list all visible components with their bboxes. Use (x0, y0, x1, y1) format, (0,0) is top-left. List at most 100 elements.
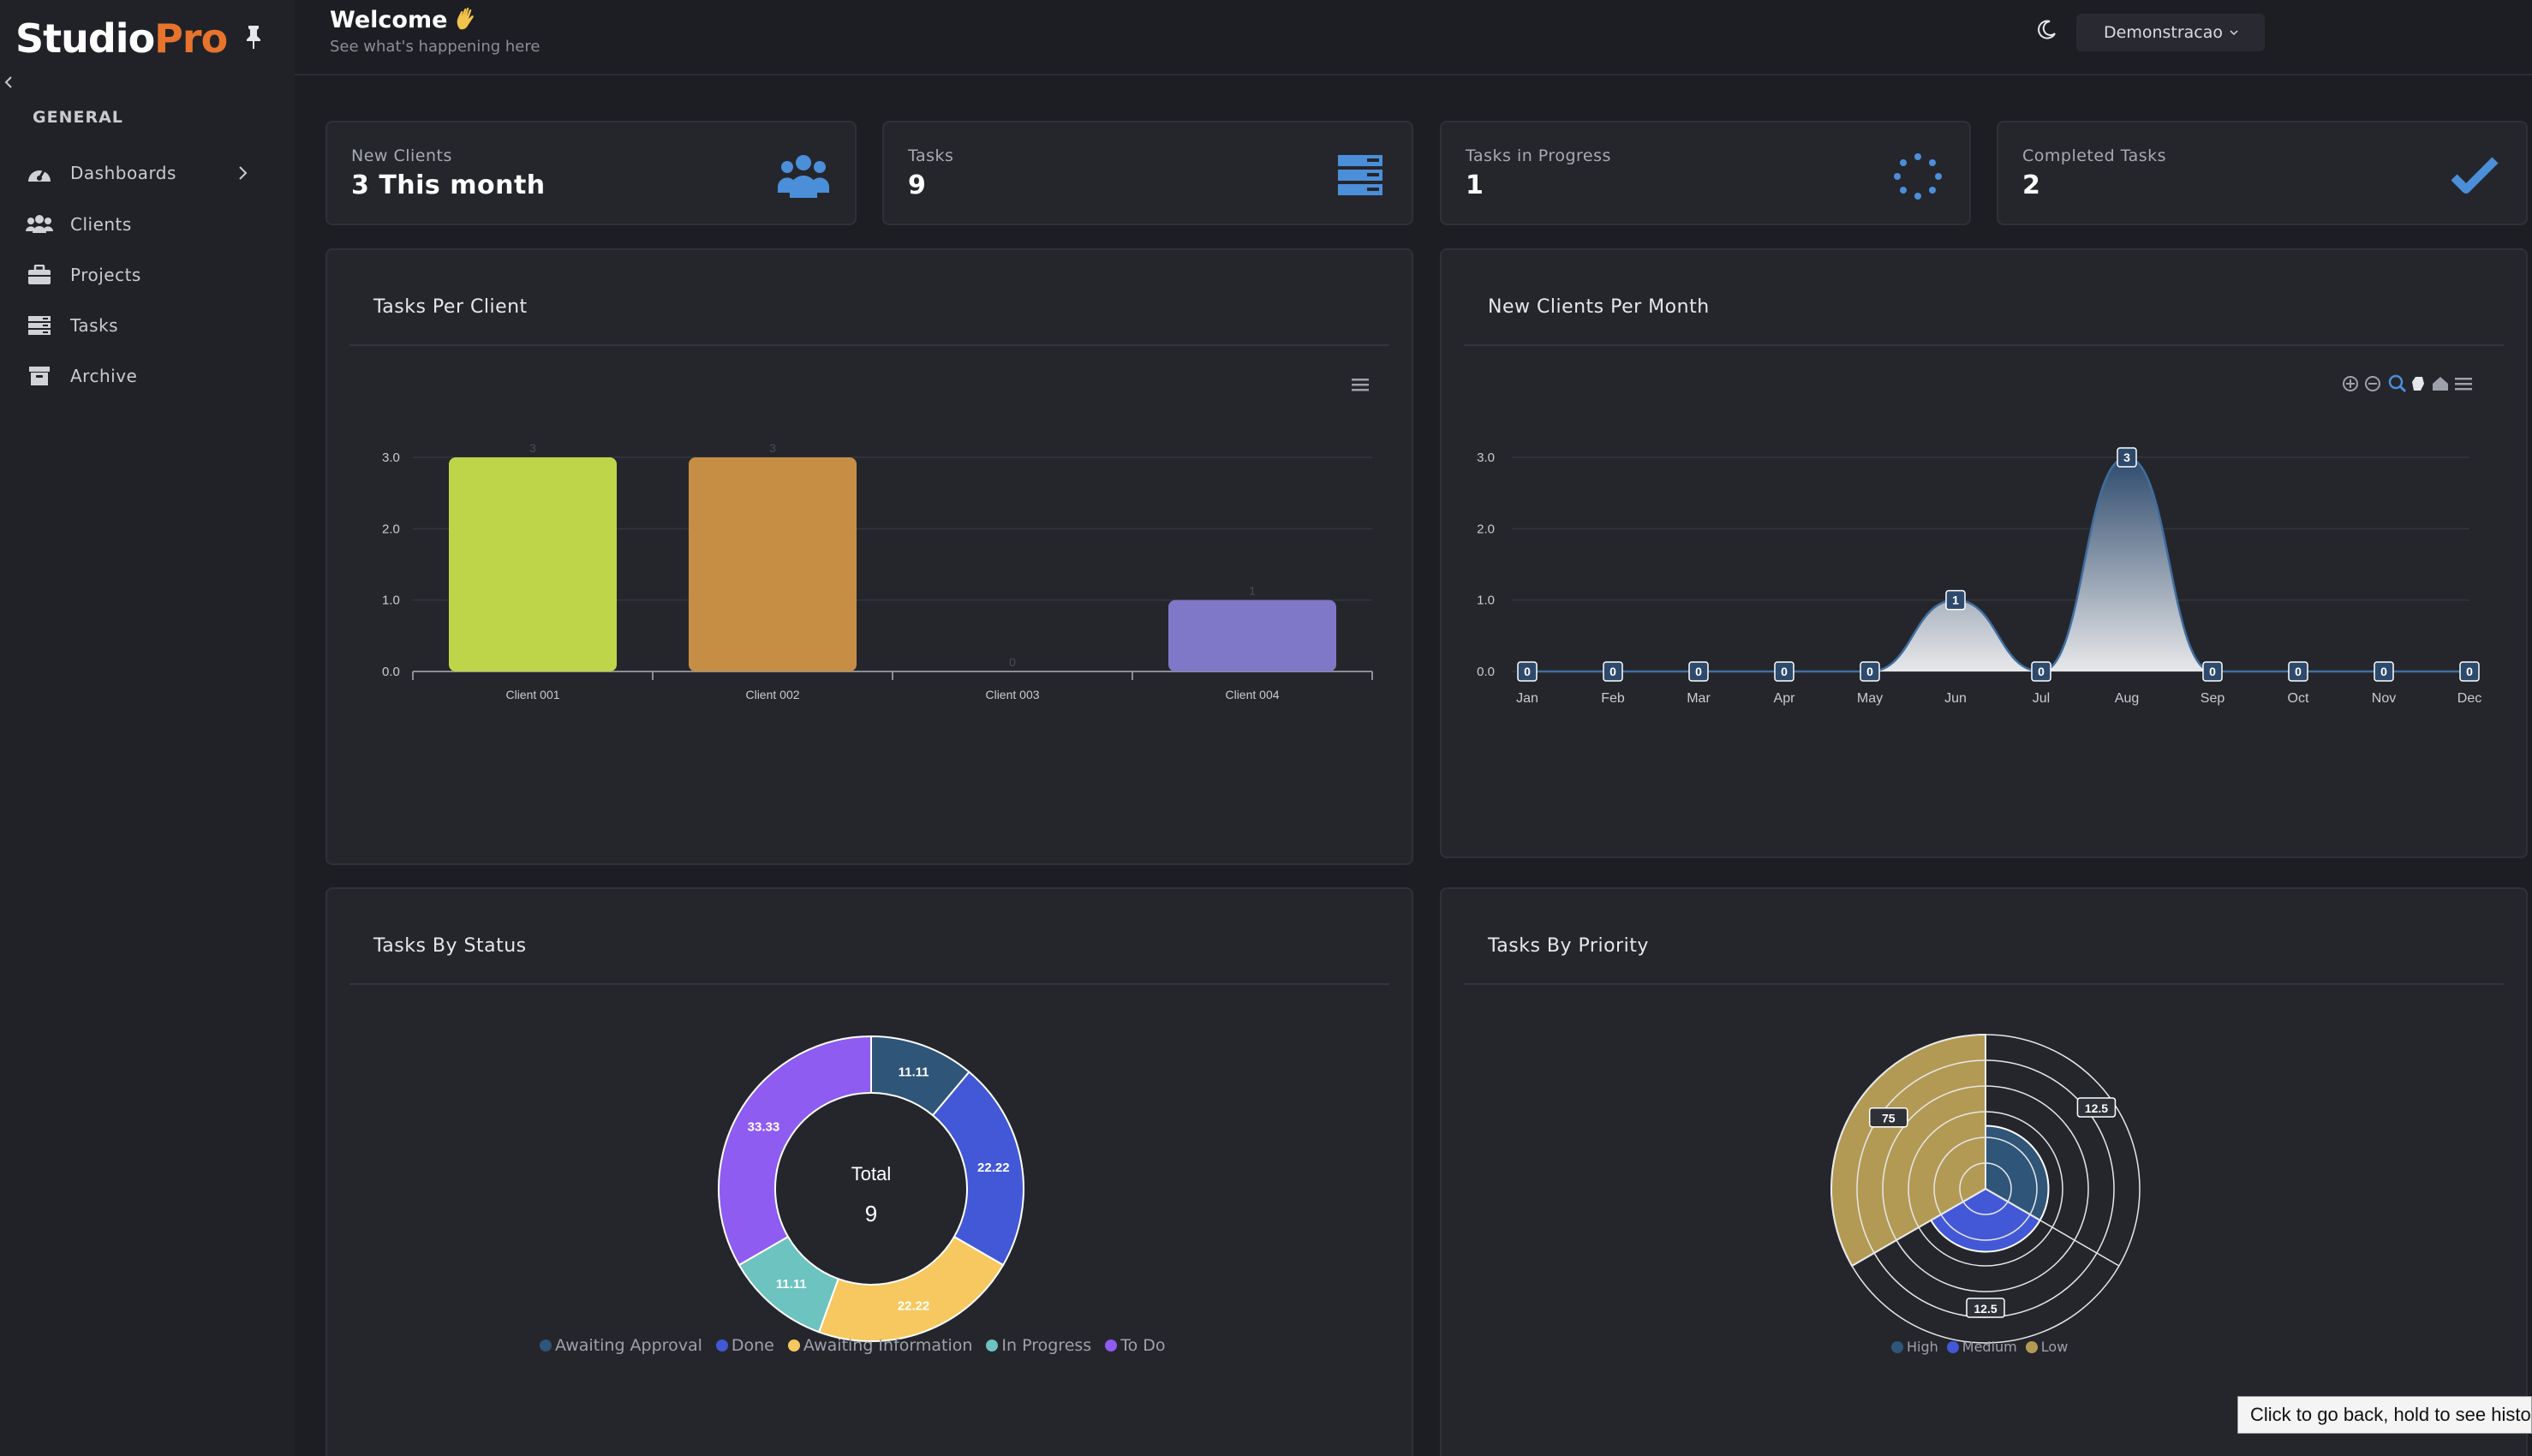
legend-item[interactable]: To Do (1105, 1336, 1166, 1355)
chart-menu-icon[interactable] (1352, 379, 1369, 391)
pan-hand-shape (2412, 377, 2424, 391)
sidebar-item-clients[interactable]: Clients (26, 207, 248, 242)
chevron-left-icon[interactable] (3, 75, 14, 89)
data-label-box (1860, 661, 1880, 682)
panel-divider (1464, 344, 2504, 346)
archive-box-icon (26, 364, 53, 388)
donut-center-value: 9 (865, 1201, 877, 1226)
data-label: 12.5 (2085, 1101, 2108, 1115)
panel-divider (349, 983, 1389, 985)
data-label: 1 (1952, 594, 1959, 607)
bar-client-001 (449, 457, 617, 671)
y-tick-label: 1.0 (1477, 594, 1495, 608)
legend-tasks-by-priority: High Medium Low (1891, 1339, 2068, 1355)
donut-slice-done (931, 1071, 1024, 1267)
data-label: 3 (769, 441, 776, 455)
y-tick-label: 2.0 (1477, 522, 1495, 536)
sidebar: StudioPro GENERAL Dashboards Clients Pro… (0, 0, 295, 1456)
data-label-box (2202, 661, 2223, 682)
x-tick-label: Jun (1944, 691, 1967, 706)
x-tick-label: Oct (2288, 691, 2309, 706)
sidebar-item-dashboards[interactable]: Dashboards (26, 156, 248, 190)
legend-label: In Progress (1001, 1336, 1092, 1355)
data-label: 22.22 (977, 1161, 1010, 1175)
polar-chart-tasks-by-priority: 12.5 12.5 75 (1830, 1033, 2141, 1344)
panel-title: Tasks By Status (373, 935, 527, 957)
x-tick-label: Jul (2033, 691, 2050, 706)
y-tick-label: 1.0 (382, 594, 400, 608)
panel-tasks-by-status: Tasks By Status 11.11 22.22 22.22 11.11 33.3… (325, 887, 1413, 1456)
user-menu-dropdown[interactable]: Demonstracao (2076, 14, 2265, 51)
legend-item[interactable]: In Progress (986, 1336, 1091, 1355)
polar-spoke (1851, 1188, 1986, 1267)
legend-label: High (1907, 1339, 1938, 1355)
zoom-in-icon[interactable] (2343, 376, 2358, 391)
x-tick-label: Feb (1601, 691, 1625, 706)
legend-label: To Do (1120, 1336, 1166, 1355)
stat-value: 3 This month (351, 170, 546, 200)
panel-new-clients-per-month: New Clients Per Month 0.0 1.0 2.0 3.0 Jan 0 Fe… (1440, 248, 2528, 858)
legend-item[interactable]: High (1891, 1339, 1938, 1355)
x-tick-label: Dec (2457, 691, 2481, 706)
pan-hand-icon[interactable] (2412, 377, 2424, 391)
x-tick-label: Client 001 (505, 688, 559, 701)
page-subtitle: See what's happening here (330, 38, 540, 56)
area-chart-new-clients: 0.0 1.0 2.0 3.0 Jan 0 Feb 0 Mar 0 Apr 0 May 0 Jun 1 Jul 0… (1477, 374, 2481, 706)
legend-label: Low (2040, 1339, 2069, 1355)
data-label: 1 (1249, 584, 1256, 598)
x-tick-label: Jan (1516, 691, 1538, 706)
menu-line (2455, 388, 2472, 391)
top-header: Welcome See what's happening here (295, 0, 2532, 75)
data-label: 0 (1009, 655, 1016, 669)
data-label-box (2117, 447, 2137, 468)
sidebar-item-label: Archive (70, 366, 138, 386)
stat-card-completed-tasks: Completed Tasks 2 (1997, 121, 2528, 225)
legend-item[interactable]: Awaiting Approval (540, 1336, 702, 1355)
zoom-out-icon[interactable] (2365, 376, 2380, 391)
data-label-box (2288, 661, 2308, 682)
stat-label: Tasks in Progress (1466, 146, 1611, 165)
data-label: 3 (529, 441, 536, 455)
home-reset-icon[interactable] (2433, 377, 2448, 391)
legend-marker (1105, 1340, 1118, 1352)
sidebar-item-archive[interactable]: Archive (26, 359, 248, 393)
legend-item[interactable]: Low (2025, 1339, 2069, 1355)
data-label: 0 (2038, 665, 2045, 678)
browser-back-tooltip: Click to go back, hold to see history (2237, 1396, 2532, 1434)
data-label-box (1945, 589, 1966, 611)
data-label: 33.33 (748, 1120, 780, 1135)
zoom-out-circle (2365, 376, 2380, 391)
server-list-icon (26, 313, 53, 337)
zoom-select-icon[interactable] (2388, 374, 2407, 393)
data-label: 0 (2295, 665, 2302, 678)
data-label: 0 (1866, 665, 1873, 678)
data-label: 0 (1781, 665, 1788, 678)
moon-icon[interactable] (2035, 19, 2057, 41)
legend-label: Done (731, 1336, 774, 1355)
legend-item[interactable]: Medium (1946, 1339, 2017, 1355)
x-tick-label: Client 003 (985, 688, 1039, 701)
donut-chart-tasks-by-status: 11.11 22.22 22.22 11.11 33.33 Total 9 (718, 1035, 1024, 1342)
pin-icon[interactable] (244, 24, 263, 50)
sidebar-item-projects[interactable]: Projects (26, 258, 248, 292)
legend-marker (540, 1340, 552, 1352)
chart-toolbar[interactable] (2343, 374, 2472, 393)
legend-item[interactable]: Awaiting Information (787, 1336, 972, 1355)
data-label: 11.11 (899, 1065, 929, 1080)
donut-center-label: Total (851, 1163, 891, 1184)
legend-item[interactable]: Done (715, 1336, 774, 1355)
panel-title: New Clients Per Month (1488, 296, 1710, 318)
legend-marker (715, 1340, 728, 1352)
data-label-box (1966, 1298, 2005, 1318)
stat-value: 1 (1466, 170, 1484, 200)
studiopro-logo[interactable]: StudioPro (15, 15, 228, 62)
data-label-box (2459, 661, 2480, 682)
chart-menu-icon[interactable] (2455, 378, 2472, 391)
data-label: 0 (1609, 665, 1616, 678)
legend-tasks-by-status: Awaiting Approval Done Awaiting Informatio… (540, 1336, 1166, 1355)
sidebar-item-tasks[interactable]: Tasks (26, 308, 248, 343)
data-label: 0 (1695, 665, 1702, 678)
y-tick-label: 2.0 (382, 522, 400, 536)
x-tick-label: Aug (2115, 691, 2139, 706)
data-label-box (1517, 661, 1538, 682)
